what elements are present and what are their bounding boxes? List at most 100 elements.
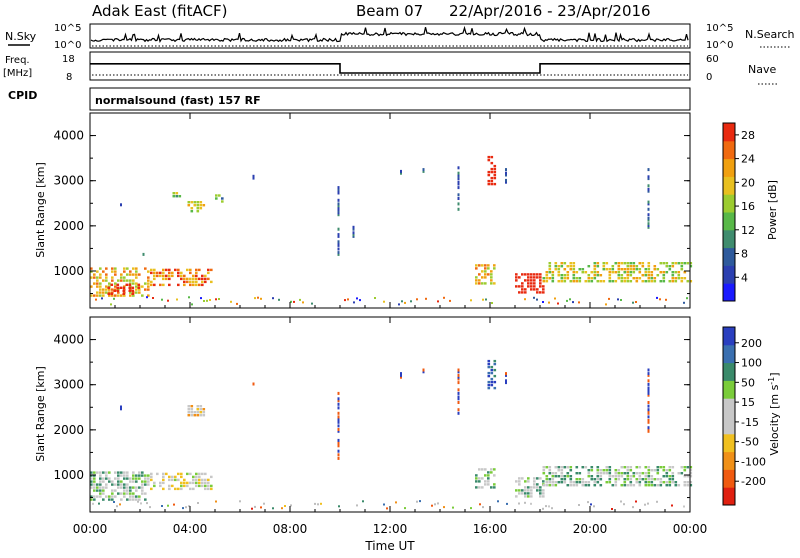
- cpid-label: CPID: [8, 89, 37, 102]
- x-axis-label: Time UT: [364, 539, 415, 553]
- y-tick-label: 1000: [53, 468, 84, 482]
- scatter-region: [487, 155, 497, 186]
- scatter-streak: [422, 168, 425, 173]
- noise-left-tick-bottom: 10^0: [54, 40, 81, 51]
- x-axis: 00:00 04:00 08:00 12:00 16:00 20:00 00:00: [73, 113, 708, 536]
- colorbar-swatch: [723, 158, 735, 177]
- scatter-region: [542, 466, 693, 487]
- frequency-trace: [90, 63, 690, 76]
- scatter-region: [90, 471, 150, 501]
- noise-right-tick-bottom: 10^0: [706, 40, 733, 51]
- colorbar-tick-label: 16: [741, 200, 755, 213]
- y-tick-label: 3000: [53, 174, 84, 188]
- scatter-streak: [252, 382, 255, 386]
- x-tick-label: 20:00: [573, 522, 608, 536]
- scatter-region: [515, 273, 545, 294]
- colorbar-swatch: [723, 283, 735, 302]
- colorbar-swatch: [723, 344, 735, 364]
- nave-label: Nave: [748, 63, 776, 76]
- y-tick-label: 4000: [53, 333, 84, 347]
- scatter-region: [542, 262, 693, 283]
- colorbar-swatch: [723, 487, 735, 506]
- frequency-line: [90, 63, 690, 74]
- colorbar-swatch: [723, 469, 735, 488]
- colorbar-swatch: [723, 451, 735, 470]
- cpid-mode-text: normalsound (fast) 157 RF: [95, 94, 261, 107]
- colorbar-swatch: [723, 247, 735, 266]
- colorbar-tick-label: -100: [741, 455, 766, 468]
- y-tick-label: 2000: [53, 423, 84, 437]
- colorbar-swatch: [723, 194, 735, 213]
- scatter-streak: [252, 174, 255, 180]
- colorbar-tick-label: 20: [741, 176, 755, 189]
- freq-label-line2: [MHz]: [3, 68, 32, 79]
- noise-right-tick-top: 10^5: [706, 23, 733, 34]
- scatter-region: [515, 477, 545, 498]
- colorbar-swatch: [723, 265, 735, 284]
- colorbar-tick-label: -15: [741, 416, 759, 429]
- power-colorbar: 4 8 12 16 20 24 28: [722, 122, 755, 302]
- cpid-panel-frame: [89, 87, 691, 111]
- ground-band: [92, 500, 685, 510]
- colorbar-swatch: [723, 176, 735, 195]
- colorbar-tick-label: 50: [741, 376, 755, 389]
- power-colorbar-label: Power [dB]: [766, 180, 779, 240]
- ground-band: [95, 296, 688, 306]
- colorbar-swatch: [723, 229, 735, 249]
- x-tick-label: 00:00: [673, 522, 708, 536]
- colorbar-swatch: [723, 398, 735, 417]
- colorbar-tick-label: 100: [741, 357, 762, 370]
- scatter-region: [172, 192, 182, 198]
- scatter-region: [107, 283, 141, 295]
- colorbar-tick-label: 12: [741, 224, 755, 237]
- freq-tick-bottom: 8: [66, 72, 72, 83]
- colorbar-tick-label: 24: [741, 153, 755, 166]
- y-tick-label: 1000: [53, 264, 84, 278]
- noise-panel-frame: [89, 23, 691, 49]
- x-tick-label: 16:00: [473, 522, 508, 536]
- scatter-region: [150, 472, 213, 491]
- velocity-colorbar: 200 100 50 15 -15 -50 -100 -200: [722, 326, 766, 506]
- power-y-label: Slant Range [km]: [34, 162, 47, 258]
- scatter-region: [215, 194, 224, 203]
- scatter-streak: [505, 372, 507, 385]
- freq-tick-top: 18: [62, 54, 75, 65]
- power-data-layer: [90, 155, 693, 306]
- scatter-streak: [400, 372, 402, 379]
- colorbar-tick-label: 28: [741, 129, 755, 142]
- colorbar-swatch: [723, 433, 735, 453]
- freq-panel-frame: [89, 51, 691, 81]
- colorbar-tick-label: 8: [741, 248, 748, 261]
- colorbar-swatch: [723, 327, 735, 346]
- colorbar-swatch: [723, 416, 735, 435]
- colorbar-swatch: [723, 140, 735, 160]
- x-tick-label: 00:00: [73, 522, 108, 536]
- colorbar-swatch: [723, 212, 735, 231]
- colorbar-swatch: [723, 123, 735, 142]
- scatter-region: [475, 468, 496, 489]
- beam-label: Beam 07: [356, 2, 423, 20]
- scatter-streak: [120, 405, 122, 411]
- scatter-region: [487, 359, 497, 390]
- scatter-streak: [400, 169, 402, 175]
- x-tick-label: 12:00: [373, 522, 408, 536]
- noise-left-tick-top: 10^5: [54, 23, 81, 34]
- y-tick-label: 4000: [53, 129, 84, 143]
- nave-tick-bottom: 0: [706, 72, 712, 83]
- noise-search-label: N.Search: [745, 28, 795, 41]
- scatter-region: [187, 201, 206, 213]
- colorbar-swatch: [723, 362, 735, 381]
- scatter-streak: [457, 368, 460, 415]
- x-tick-label: 08:00: [273, 522, 308, 536]
- date-range: 22/Apr/2016 - 23/Apr/2016: [449, 2, 651, 20]
- noise-sky-line: [90, 25, 689, 44]
- freq-label-line1: Freq.: [5, 55, 30, 66]
- colorbar-tick-label: 4: [741, 271, 748, 284]
- scatter-region: [90, 267, 150, 297]
- scatter-streak: [120, 203, 122, 207]
- scatter-streak: [352, 225, 355, 238]
- scatter-streak: [505, 168, 507, 184]
- scatter-streak: [647, 168, 650, 229]
- velocity-colorbar-label: Velocity [m s-1]: [767, 372, 781, 455]
